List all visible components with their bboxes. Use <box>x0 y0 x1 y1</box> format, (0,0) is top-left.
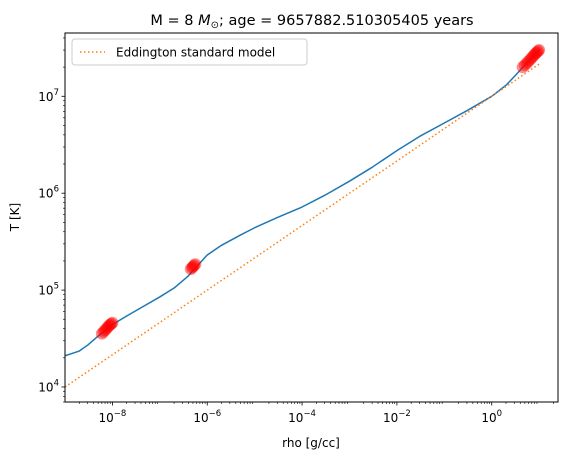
scatter-point <box>525 51 538 64</box>
scatter-point <box>529 47 542 60</box>
plot-frame <box>64 32 559 403</box>
y-tick-label: 106 <box>38 185 59 201</box>
series-layer <box>65 44 546 388</box>
scatter-point <box>188 259 201 272</box>
scatter-point <box>99 324 112 337</box>
scatter-point <box>518 59 531 72</box>
x-tick-label: 10−4 <box>288 409 316 425</box>
scatter-point <box>527 50 540 63</box>
x-tick-label: 10−6 <box>193 409 221 425</box>
x-tick-label: 10−2 <box>383 409 411 425</box>
scatter-point <box>106 316 119 329</box>
scatter-point <box>186 261 199 274</box>
scatter-point <box>105 317 118 330</box>
scatter-point <box>103 319 116 332</box>
scatter-point <box>186 260 199 273</box>
legend-label-eddington: Eddington standard model <box>116 46 275 60</box>
scatter-point <box>533 44 546 57</box>
scatter-point <box>97 325 110 338</box>
chart-title-symbol-sub: ⊙ <box>211 20 219 31</box>
scatter-point <box>532 45 545 58</box>
scatter-point <box>184 263 197 276</box>
y-tick-label: 105 <box>38 282 59 298</box>
y-axis-ticks: 104 105 106 107 <box>38 37 65 403</box>
scatter-point <box>524 53 537 66</box>
legend-box <box>71 38 308 66</box>
chart-title-prefix: M = 8 <box>150 13 198 29</box>
y-axis-label: T [K] <box>8 203 22 232</box>
scatter-point <box>100 322 113 335</box>
scatter-point <box>101 321 114 334</box>
chart-title-suffix: ; age = 9657882.510305405 years <box>219 13 474 29</box>
scatter-point <box>189 258 202 271</box>
scatter-point <box>516 61 529 74</box>
scatter-point <box>528 48 541 61</box>
plot-area <box>65 44 546 388</box>
x-tick-label: 100 <box>481 409 502 425</box>
scatter-point <box>95 327 108 340</box>
y-tick-label: 107 <box>38 88 59 104</box>
scatter-point <box>520 57 533 70</box>
scatter-point <box>522 55 535 68</box>
chart-title: M = 8 M⊙; age = 9657882.510305405 years <box>150 13 473 31</box>
scatter-point <box>530 46 543 59</box>
scatter-point <box>104 318 117 331</box>
x-axis-ticks: 10−8 10−6 10−4 10−2 100 <box>78 402 554 425</box>
chart-title-symbol: M <box>198 13 211 29</box>
x-tick-label: 10−8 <box>99 409 127 425</box>
y-tick-label: 104 <box>38 378 59 394</box>
x-axis-label: rho [g/cc] <box>282 436 340 450</box>
legend: Eddington standard model <box>71 38 308 66</box>
